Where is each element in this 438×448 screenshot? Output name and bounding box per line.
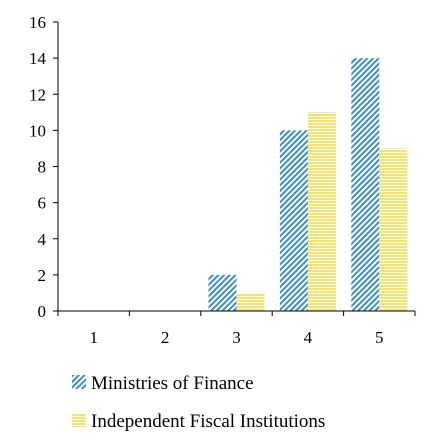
bar-ministries-cat-5 (351, 58, 380, 311)
legend: Ministries of Finance Independent Fiscal … (72, 373, 325, 432)
x-tick-label: 5 (375, 328, 384, 347)
legend-swatch-ifi (72, 413, 86, 427)
y-tick-label: 0 (38, 302, 47, 321)
y-tick-label: 12 (29, 85, 46, 104)
bar-ifi-cat-3 (236, 292, 265, 311)
y-tick-label: 8 (38, 158, 47, 177)
x-tick-label: 1 (89, 328, 98, 347)
y-tick-label: 10 (29, 121, 46, 140)
y-tick-label: 2 (38, 266, 47, 285)
y-tick-label: 14 (29, 49, 47, 68)
y-tick-label: 6 (38, 194, 47, 213)
bar-ministries-cat-3 (208, 274, 237, 311)
y-tick-label: 16 (29, 13, 46, 32)
x-tick-label: 2 (161, 328, 170, 347)
x-tick-label: 3 (232, 328, 241, 347)
bar-ministries-cat-4 (279, 130, 308, 311)
legend-label-ifi: Independent Fiscal Institutions (91, 411, 325, 432)
bars-group (208, 58, 408, 311)
legend-swatch-ministries (72, 375, 86, 389)
bar-ifi-cat-4 (307, 112, 336, 311)
legend-label-ministries: Ministries of Finance (91, 373, 254, 394)
x-tick-label: 4 (304, 328, 313, 347)
bar-ifi-cat-5 (379, 148, 408, 311)
y-tick-label: 4 (38, 230, 47, 249)
